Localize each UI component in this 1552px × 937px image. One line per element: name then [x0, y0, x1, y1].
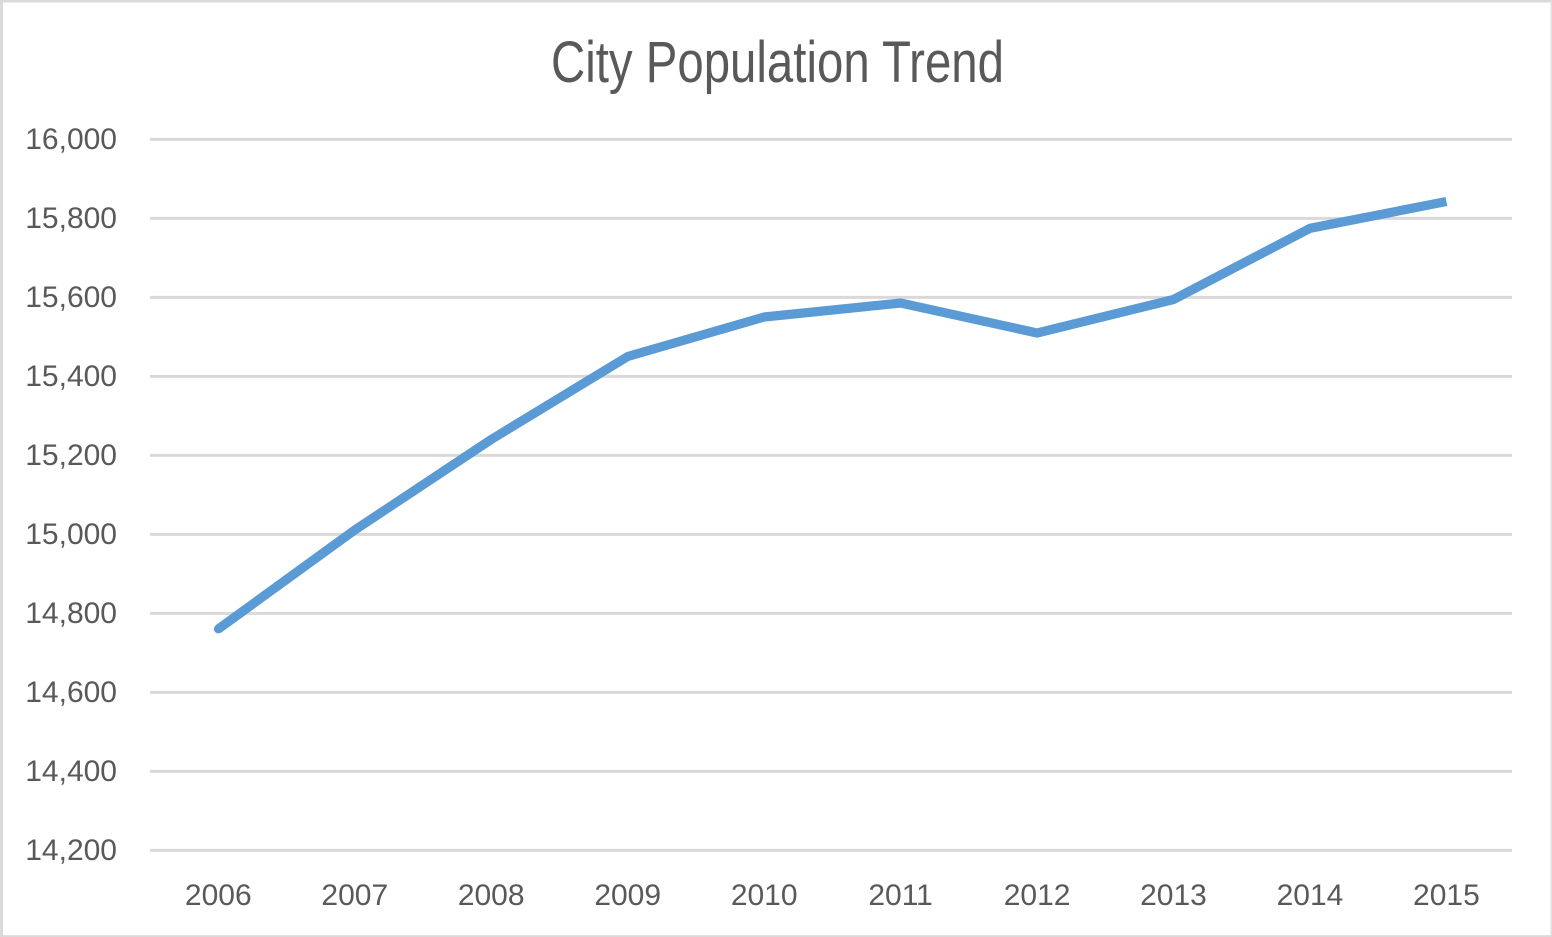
svg-text:15,400: 15,400 — [25, 360, 117, 393]
svg-text:15,800: 15,800 — [25, 202, 117, 235]
svg-text:16,000: 16,000 — [25, 123, 117, 156]
svg-text:2013: 2013 — [1140, 879, 1207, 912]
svg-text:14,200: 14,200 — [25, 834, 117, 867]
svg-text:2006: 2006 — [185, 879, 252, 912]
svg-text:15,200: 15,200 — [25, 439, 117, 472]
svg-text:City Population Trend: City Population Trend — [551, 30, 1004, 95]
svg-text:15,000: 15,000 — [25, 518, 117, 551]
svg-text:14,800: 14,800 — [25, 597, 117, 630]
svg-text:2008: 2008 — [458, 879, 525, 912]
svg-text:2015: 2015 — [1413, 879, 1480, 912]
svg-text:2014: 2014 — [1277, 879, 1344, 912]
svg-text:2012: 2012 — [1004, 879, 1071, 912]
svg-text:14,600: 14,600 — [25, 676, 117, 709]
svg-text:2009: 2009 — [594, 879, 661, 912]
svg-text:15,600: 15,600 — [25, 281, 117, 314]
svg-text:14,400: 14,400 — [25, 755, 117, 788]
svg-text:2010: 2010 — [731, 879, 798, 912]
svg-text:2011: 2011 — [868, 879, 933, 912]
svg-text:2007: 2007 — [321, 879, 388, 912]
